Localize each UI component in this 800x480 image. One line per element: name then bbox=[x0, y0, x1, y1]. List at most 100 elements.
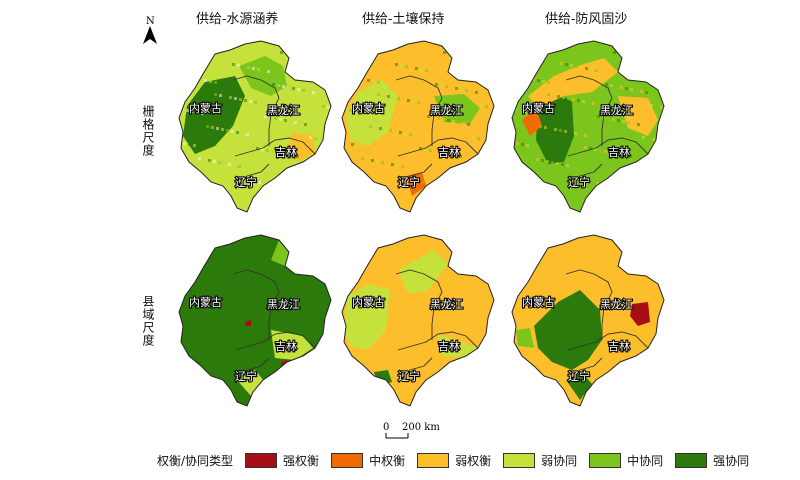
raster-speckle bbox=[417, 101, 420, 104]
raster-speckle bbox=[445, 85, 448, 88]
raster-speckle bbox=[191, 110, 194, 113]
raster-speckle bbox=[201, 112, 204, 115]
raster-speckle bbox=[425, 69, 428, 72]
row-label-grid: 栅格尺度 bbox=[141, 105, 155, 157]
raster-speckle bbox=[623, 53, 626, 56]
raster-speckle bbox=[388, 196, 391, 199]
raster-speckle bbox=[598, 216, 601, 219]
map-region-st bbox=[630, 302, 650, 326]
raster-speckle bbox=[193, 144, 196, 147]
raster-speckle bbox=[491, 207, 494, 210]
raster-speckle bbox=[463, 55, 466, 58]
map-region-ws bbox=[237, 370, 265, 396]
raster-speckle bbox=[259, 102, 262, 105]
raster-speckle bbox=[474, 170, 477, 173]
raster-speckle bbox=[319, 138, 322, 141]
raster-speckle bbox=[589, 147, 592, 150]
raster-speckle bbox=[629, 155, 632, 158]
raster-speckle bbox=[324, 139, 327, 142]
province-label-ln: 辽宁 bbox=[568, 369, 590, 383]
map-region-ws bbox=[344, 284, 390, 350]
province-label-jl: 吉林 bbox=[608, 145, 630, 159]
raster-speckle bbox=[369, 125, 372, 128]
raster-speckle bbox=[302, 89, 305, 92]
province-label-ln: 辽宁 bbox=[235, 369, 257, 383]
raster-speckle bbox=[614, 152, 617, 155]
map-region-ms bbox=[516, 328, 534, 348]
province-border bbox=[565, 75, 613, 131]
raster-speckle bbox=[281, 152, 284, 155]
raster-speckle bbox=[415, 67, 418, 70]
raster-speckle bbox=[384, 128, 387, 131]
map-panel-grid-wind: 内蒙古 黑龙江 吉林 辽宁 bbox=[508, 36, 668, 226]
raster-speckle bbox=[301, 168, 304, 171]
raster-speckle bbox=[237, 64, 240, 67]
raster-speckle bbox=[571, 165, 574, 168]
legend-item-strong-synergy: 强协同 bbox=[675, 452, 749, 469]
raster-speckle bbox=[199, 78, 202, 81]
raster-speckle bbox=[342, 141, 344, 144]
raster-speckle bbox=[651, 205, 654, 208]
raster-speckle bbox=[531, 157, 534, 160]
raster-speckle bbox=[211, 126, 214, 129]
raster-speckle bbox=[183, 142, 186, 145]
raster-speckle bbox=[271, 150, 274, 153]
raster-speckle bbox=[581, 179, 584, 182]
raster-speckle bbox=[584, 146, 587, 149]
raster-speckle bbox=[568, 210, 571, 212]
raster-speckle bbox=[377, 81, 380, 84]
region-outline bbox=[511, 40, 665, 213]
raster-speckle bbox=[223, 162, 226, 165]
raster-speckle bbox=[220, 195, 223, 198]
legend-swatch bbox=[503, 452, 536, 468]
raster-speckle bbox=[480, 104, 483, 107]
raster-speckle bbox=[605, 83, 608, 86]
raster-speckle bbox=[587, 101, 590, 104]
legend-label: 弱权衡 bbox=[455, 453, 492, 468]
raster-speckle bbox=[462, 122, 465, 125]
raster-speckle bbox=[449, 153, 452, 156]
raster-speckle bbox=[482, 138, 485, 141]
raster-speckle bbox=[400, 64, 403, 67]
raster-speckle bbox=[654, 172, 657, 175]
raster-speckle bbox=[451, 199, 454, 202]
raster-speckle bbox=[317, 104, 320, 107]
raster-speckle bbox=[189, 76, 192, 79]
raster-speckle bbox=[433, 217, 436, 220]
raster-speckle bbox=[537, 79, 540, 82]
raster-speckle bbox=[452, 120, 455, 123]
raster-speckle bbox=[426, 182, 429, 185]
province-border bbox=[567, 331, 649, 351]
raster-speckle bbox=[389, 129, 392, 132]
region-outline bbox=[341, 40, 495, 213]
region-outline bbox=[178, 234, 332, 407]
map-region-ss bbox=[534, 290, 602, 370]
raster-speckle bbox=[357, 77, 360, 80]
province-border bbox=[399, 163, 433, 187]
raster-speckle bbox=[263, 182, 266, 185]
raster-speckle bbox=[414, 146, 417, 149]
raster-speckle bbox=[584, 134, 587, 137]
raster-speckle bbox=[557, 95, 560, 98]
province-label-nmg: 内蒙古 bbox=[189, 295, 222, 309]
raster-speckle bbox=[529, 111, 532, 114]
raster-speckle bbox=[664, 174, 667, 177]
raster-speckle bbox=[478, 58, 481, 61]
raster-speckle bbox=[456, 200, 459, 203]
raster-speckle bbox=[635, 89, 638, 92]
col-title-wind: 供给-防风固沙 bbox=[545, 12, 628, 27]
raster-speckle bbox=[274, 117, 277, 120]
raster-speckle bbox=[342, 41, 343, 43]
raster-speckle bbox=[512, 41, 513, 43]
raster-speckle bbox=[488, 72, 491, 75]
raster-speckle bbox=[313, 204, 316, 207]
raster-speckle bbox=[648, 58, 651, 61]
raster-speckle bbox=[585, 67, 588, 70]
raster-speckle bbox=[446, 186, 449, 189]
raster-speckle bbox=[416, 180, 419, 183]
map-panel-county-water: 内蒙古 黑龙江 吉林 辽宁 bbox=[175, 230, 335, 420]
raster-speckle bbox=[293, 200, 296, 203]
raster-speckle bbox=[465, 89, 468, 92]
